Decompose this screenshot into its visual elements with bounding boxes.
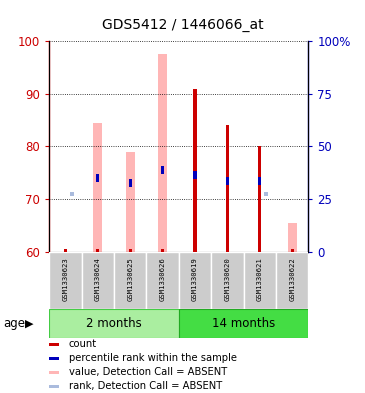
Text: GSM1330626: GSM1330626 [160, 257, 166, 301]
Text: GSM1330622: GSM1330622 [289, 257, 295, 301]
Bar [161, 166, 164, 174]
Bar [128, 249, 132, 252]
FancyBboxPatch shape [276, 252, 308, 309]
Bar [128, 179, 132, 187]
Bar [64, 249, 67, 252]
Bar [193, 171, 197, 179]
Bar [158, 54, 167, 252]
FancyBboxPatch shape [211, 252, 244, 309]
Bar [96, 249, 100, 252]
FancyBboxPatch shape [146, 252, 179, 309]
FancyBboxPatch shape [244, 252, 276, 309]
Text: count: count [69, 339, 97, 349]
Bar [291, 249, 294, 252]
Text: 2 months: 2 months [86, 317, 142, 330]
Bar [161, 249, 164, 252]
Bar [226, 176, 229, 184]
FancyBboxPatch shape [49, 252, 82, 309]
FancyBboxPatch shape [179, 252, 211, 309]
Bar [288, 222, 297, 252]
Bar [193, 88, 197, 252]
Bar [126, 152, 135, 252]
Text: value, Detection Call = ABSENT: value, Detection Call = ABSENT [69, 367, 227, 377]
Bar [258, 176, 261, 184]
Text: GSM1330620: GSM1330620 [224, 257, 230, 301]
Text: rank, Detection Call = ABSENT: rank, Detection Call = ABSENT [69, 381, 222, 391]
Text: 14 months: 14 months [212, 317, 275, 330]
Text: ▶: ▶ [25, 318, 33, 328]
Text: GSM1330619: GSM1330619 [192, 257, 198, 301]
FancyBboxPatch shape [82, 252, 114, 309]
Text: percentile rank within the sample: percentile rank within the sample [69, 353, 237, 363]
Bar [49, 385, 59, 388]
Text: GDS5412 / 1446066_at: GDS5412 / 1446066_at [102, 18, 263, 32]
Bar [226, 125, 229, 252]
Bar [49, 371, 59, 374]
Text: GSM1330625: GSM1330625 [127, 257, 133, 301]
Text: age: age [4, 317, 26, 330]
Bar [49, 357, 59, 360]
Bar [258, 146, 261, 252]
FancyBboxPatch shape [49, 309, 179, 338]
Text: GSM1330624: GSM1330624 [95, 257, 101, 301]
Text: GSM1330621: GSM1330621 [257, 257, 263, 301]
FancyBboxPatch shape [114, 252, 146, 309]
Text: GSM1330623: GSM1330623 [62, 257, 69, 301]
Bar [96, 174, 100, 182]
Point [264, 191, 269, 197]
Point [69, 191, 75, 197]
Bar [49, 343, 59, 346]
FancyBboxPatch shape [179, 309, 308, 338]
Bar [93, 123, 103, 252]
